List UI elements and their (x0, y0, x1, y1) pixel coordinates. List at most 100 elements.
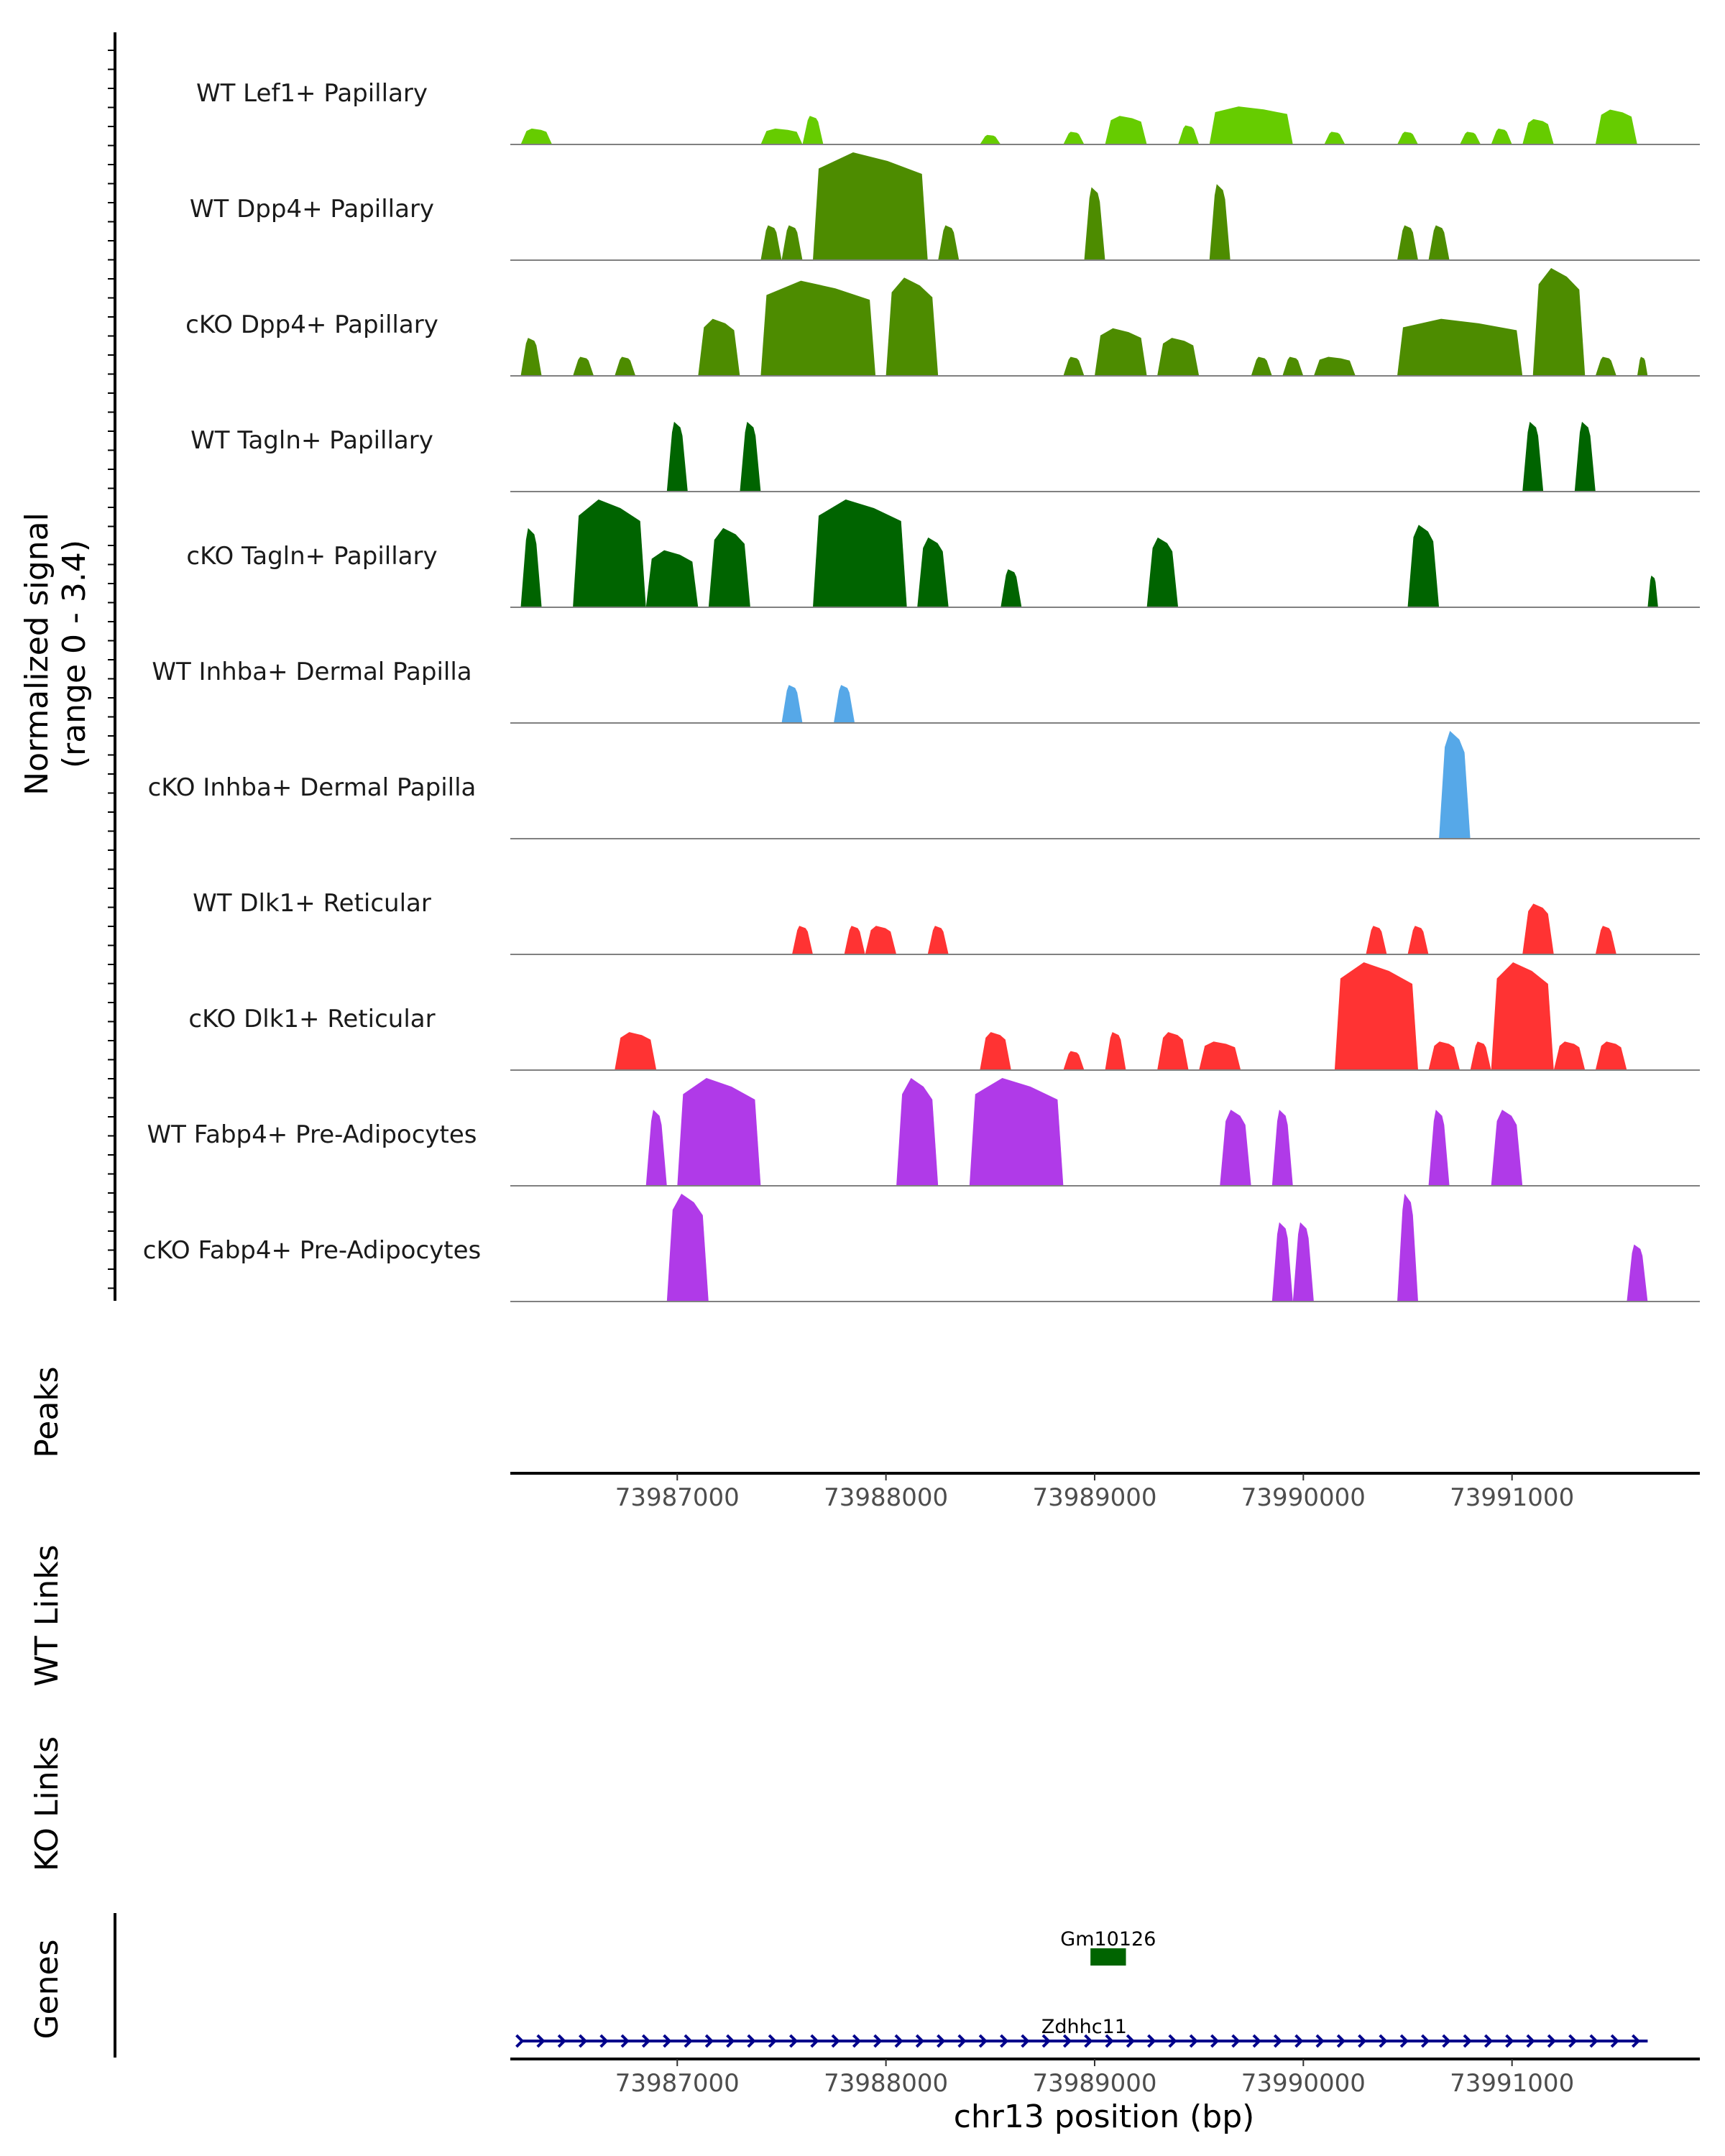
signal-peak (896, 1078, 939, 1186)
signal-peak (1407, 926, 1429, 954)
signal-peak (760, 128, 803, 144)
strand-arrow (810, 2034, 819, 2048)
signal-peak (1407, 525, 1440, 607)
x-tick-label: 73990000 (1241, 2069, 1366, 2098)
strand-arrow (536, 2034, 546, 2048)
y-axis (108, 32, 116, 1301)
strand-arrow (1062, 2034, 1072, 2048)
strand-arrow (1610, 2034, 1619, 2048)
signal-peak (792, 926, 813, 954)
strand-arrow (747, 2034, 756, 2048)
signal-peak (834, 685, 855, 723)
strand-arrow (1526, 2034, 1535, 2048)
strand-arrow (789, 2034, 799, 2048)
signal-peak (844, 926, 865, 954)
x-tick-label: 73989000 (1032, 2069, 1156, 2098)
signal-peak (1397, 318, 1523, 376)
strand-arrow (1252, 2034, 1261, 2048)
signal-peak (1397, 1194, 1418, 1302)
track-label: cKO Fabp4+ Pre-Adipocytes (143, 1236, 482, 1265)
signal-peak (1105, 1032, 1126, 1070)
strand-arrow (515, 2034, 525, 2048)
track-label: WT Inhba+ Dermal Papilla (152, 658, 472, 686)
x-tick-label: 73991000 (1450, 2069, 1574, 2098)
signal-peak (1595, 356, 1616, 376)
x-tick-label: 73987000 (615, 1483, 740, 1512)
strand-arrow (1442, 2034, 1451, 2048)
signal-peak (1428, 1110, 1450, 1186)
signal-peak (1178, 125, 1200, 144)
signal-peak (1282, 356, 1304, 376)
signal-peak (645, 1110, 667, 1186)
strand-arrow (1273, 2034, 1283, 2048)
signal-peak (1428, 225, 1450, 260)
x-tick-label: 73987000 (615, 2069, 740, 2098)
ko-links-panel-label: KO Links (29, 1736, 65, 1871)
signal-peak (1574, 421, 1596, 492)
signal-peak (666, 1194, 709, 1302)
track-label: WT Dlk1+ Reticular (193, 889, 431, 918)
strand-arrow (978, 2034, 988, 2048)
signal-peak (677, 1078, 761, 1186)
strand-arrow (1021, 2034, 1030, 2048)
y-axis-label-line2: (range 0 - 3.4) (56, 540, 93, 768)
track-label: WT Lef1+ Papillary (196, 79, 428, 108)
strand-arrow (1126, 2034, 1136, 2048)
signal-peak (1271, 1110, 1293, 1186)
coverage-tracks: WT Lef1+ Papillary WT Dpp4+ Papillary cKO … (143, 79, 1700, 1302)
signal-peak (927, 926, 949, 954)
strand-arrow (704, 2034, 714, 2048)
signal-peak (708, 528, 750, 607)
track-label: cKO Inhba+ Dermal Papilla (148, 773, 477, 802)
signal-peak (1595, 1041, 1627, 1070)
x-tick-label: 73990000 (1241, 1483, 1366, 1512)
strand-arrow (1421, 2034, 1430, 2048)
signal-peak (1292, 1222, 1314, 1302)
y-axis-title: Normalized signal (range 0 - 3.4) (19, 512, 93, 796)
gene-exon (1090, 1948, 1126, 1966)
strand-arrow (1041, 2034, 1051, 2048)
x-axis-label: chr13 position (bp) (954, 2099, 1255, 2135)
strand-arrow (1147, 2034, 1156, 2048)
track-label: WT Tagln+ Papillary (190, 426, 433, 455)
peaks-x-axis: 73987000 73988000 73989000 73990000 73991000 (510, 1472, 1700, 1512)
strand-arrow (1463, 2034, 1472, 2048)
signal-peak (698, 318, 740, 376)
strand-arrow (1358, 2034, 1367, 2048)
signal-peak (573, 356, 594, 376)
track-cko-dpp4-papillary: cKO Dpp4+ Papillary (185, 268, 1700, 377)
signal-peak (980, 134, 1001, 144)
signal-peak (615, 356, 636, 376)
strand-arrow (873, 2034, 883, 2048)
x-tick-label: 73989000 (1032, 1483, 1156, 1512)
signal-peak (969, 1078, 1064, 1186)
signal-peak (1209, 184, 1230, 260)
signal-peak (1220, 1110, 1251, 1186)
x-tick-label: 73991000 (1450, 1483, 1574, 1512)
peaks-panel-label: Peaks (29, 1366, 65, 1457)
strand-arrow (937, 2034, 946, 2048)
track-label: cKO Tagln+ Papillary (186, 542, 437, 571)
genes-x-axis: 73987000 73988000 73989000 73990000 73991000 (510, 2058, 1700, 2098)
genes-panel-label: Genes (29, 1939, 65, 2039)
strand-arrow (1568, 2034, 1578, 2048)
signal-peak (520, 338, 542, 376)
gene-label: Gm10126 (1060, 1928, 1156, 1950)
signal-peak (1251, 356, 1272, 376)
signal-peak (1063, 1051, 1085, 1070)
strand-arrow (1505, 2034, 1514, 2048)
track-cko-tagln-papillary: cKO Tagln+ Papillary (186, 499, 1700, 608)
track-wt-dpp4-papillary: WT Dpp4+ Papillary (190, 152, 1700, 261)
signal-peak (1491, 1110, 1523, 1186)
signal-peak (1397, 132, 1418, 144)
signal-peak (520, 528, 542, 607)
strand-arrow (663, 2034, 672, 2048)
signal-peak (1595, 926, 1616, 954)
signal-peak (781, 225, 803, 260)
signal-peak (1324, 132, 1346, 144)
signal-peak (1313, 356, 1356, 376)
signal-peak (1334, 962, 1418, 1070)
strand-arrow (1399, 2034, 1409, 2048)
signal-peak (1428, 1041, 1460, 1070)
